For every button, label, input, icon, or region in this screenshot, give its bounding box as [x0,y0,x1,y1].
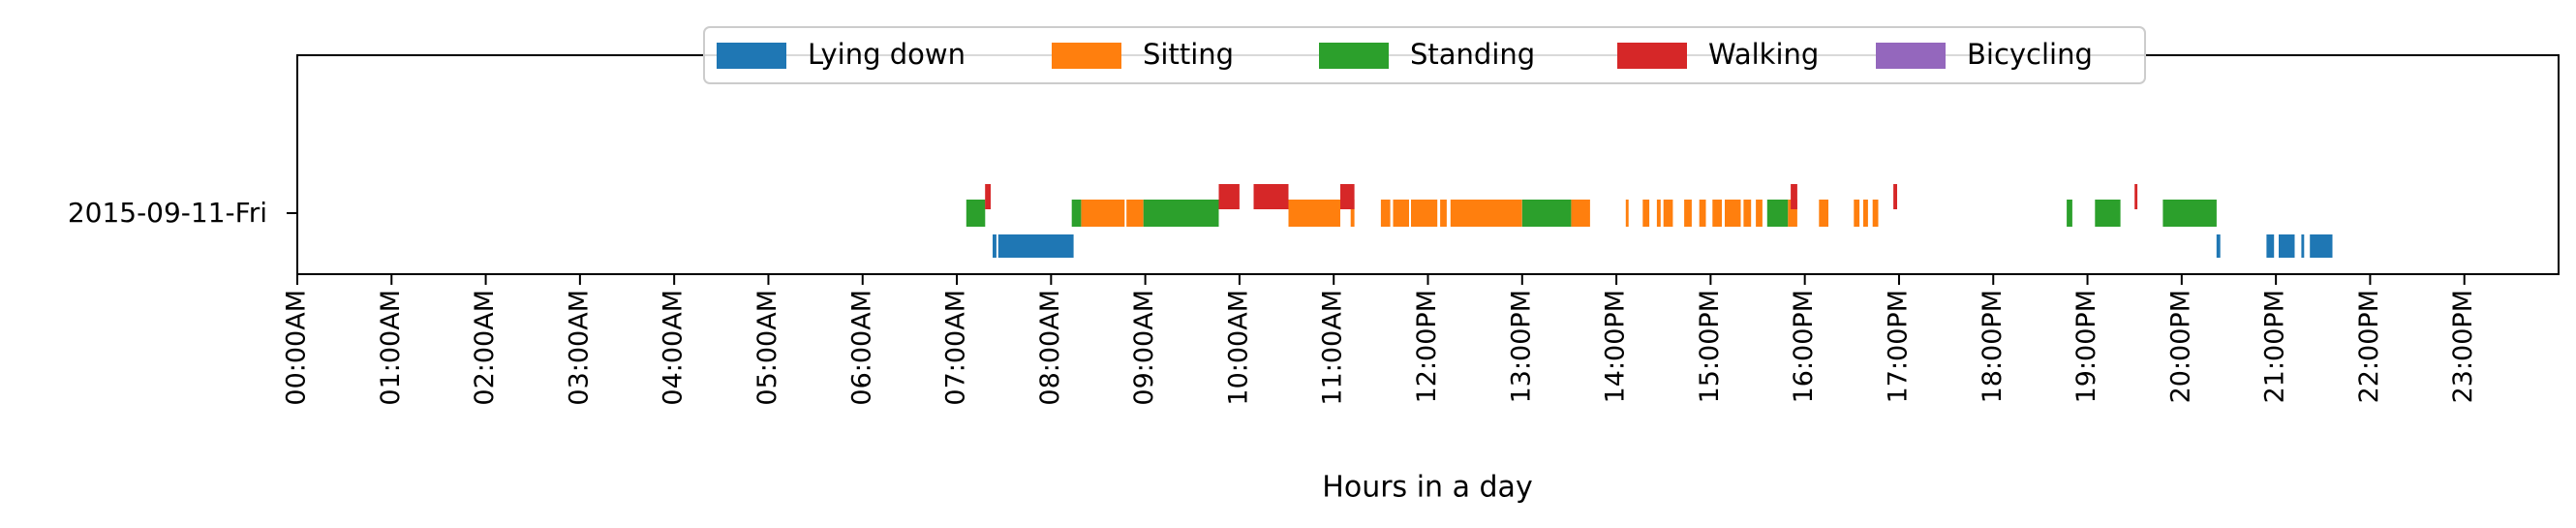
bar-lying-down-5 [2301,234,2305,258]
legend: Lying down Sitting Standing Walking Bicyclin… [703,26,2146,84]
bar-sitting-10 [1625,200,1629,227]
x-tick-label-11: 11:00AM [1318,290,1348,406]
legend-swatch [1052,43,1121,69]
bar-sitting-25 [1872,200,1879,227]
bar-walking-3 [1271,184,1289,209]
x-tick-label-10: 10:00AM [1223,290,1253,406]
x-tick-label-4: 04:00AM [659,290,689,406]
bar-walking-5 [1791,184,1797,209]
legend-item-lying-down: Lying down [717,38,966,71]
bar-sitting-23 [1854,200,1860,227]
bar-standing-7 [2162,200,2217,227]
bar-standing-5 [2067,200,2072,227]
bar-sitting-2 [1288,200,1340,227]
bar-walking-6 [1893,184,1897,209]
bar-walking-4 [1340,184,1355,209]
bar-sitting-8 [1450,200,1522,227]
legend-swatch [1319,43,1389,69]
bar-sitting-5 [1393,200,1409,227]
x-tick-label-2: 02:00AM [470,290,500,406]
bar-walking-0 [985,184,991,209]
bar-standing-0 [966,200,986,227]
legend-item-standing: Standing [1319,38,1535,71]
legend-item-bicycling: Bicycling [1876,38,2093,71]
bar-sitting-11 [1642,200,1650,227]
bar-sitting-17 [1725,200,1741,227]
bar-sitting-6 [1411,200,1438,227]
bar-lying-down-4 [2279,234,2295,258]
bar-sitting-21 [1788,200,1797,227]
legend-item-sitting: Sitting [1052,38,1234,71]
bar-sitting-19 [1756,200,1763,227]
x-tick-label-19: 19:00PM [2071,290,2101,403]
bars-layer [966,184,2333,258]
bar-lying-down-0 [993,234,997,258]
legend-item-walking: Walking [1617,38,1819,71]
legend-label: Walking [1708,38,1819,71]
bar-walking-7 [2134,184,2138,209]
legend-label: Bicycling [1967,38,2093,71]
bar-sitting-1 [1126,200,1144,227]
x-tick-label-3: 03:00AM [564,290,594,406]
bar-sitting-4 [1380,200,1391,227]
bar-sitting-14 [1684,200,1692,227]
x-tick-label-1: 01:00AM [376,290,406,406]
bar-sitting-3 [1350,200,1355,227]
bar-sitting-9 [1571,200,1590,227]
legend-label: Standing [1410,38,1535,71]
legend-label: Lying down [808,38,966,71]
bar-sitting-7 [1440,200,1447,227]
x-tick-label-0: 00:00AM [282,290,312,406]
bar-sitting-15 [1699,200,1706,227]
legend-swatch [1876,43,1946,69]
x-tick-label-20: 20:00PM [2165,290,2195,403]
bar-lying-down-3 [2266,234,2275,258]
bar-walking-1 [1218,184,1240,209]
bar-sitting-13 [1663,200,1673,227]
x-tick-label-8: 08:00AM [1035,290,1065,406]
x-tick-label-21: 21:00PM [2260,290,2290,403]
x-tick-label-13: 13:00PM [1506,290,1536,403]
x-tick-label-16: 16:00PM [1789,290,1819,403]
legend-swatch [1617,43,1687,69]
legend-items: Lying down Sitting Standing Walking Bicyclin… [717,38,2093,71]
bar-lying-down-1 [997,234,1074,258]
legend-label: Sitting [1143,38,1234,71]
x-tick-label-15: 15:00PM [1695,290,1725,403]
row-label: 2015-09-11-Fri [68,197,267,229]
bar-standing-2 [1143,200,1219,227]
bar-standing-4 [1766,200,1789,227]
x-tick-label-22: 22:00PM [2354,290,2384,403]
x-axis-label: Hours in a day [1322,471,1532,505]
bar-standing-1 [1071,200,1082,227]
bar-sitting-18 [1743,200,1752,227]
bar-sitting-12 [1656,200,1661,227]
x-tick-label-6: 06:00AM [846,290,876,406]
x-tick-label-5: 05:00AM [752,290,782,406]
x-tick-label-23: 23:00PM [2448,290,2478,403]
x-tick-label-9: 09:00AM [1129,290,1159,406]
bar-sitting-0 [1081,200,1125,227]
bar-sitting-22 [1819,200,1828,227]
legend-swatch [717,43,786,69]
bar-lying-down-2 [2216,234,2221,258]
legend-box [703,26,2146,84]
bar-walking-2 [1253,184,1271,209]
x-tick-label-18: 18:00PM [1978,290,2008,403]
ticks-layer: 00:00AM 01:00AM 02:00AM 03:00AM 04:00AM 05:00… [282,274,2478,406]
bar-lying-down-6 [2310,234,2333,258]
bar-sitting-16 [1712,200,1722,227]
x-tick-label-7: 07:00AM [941,290,971,406]
bar-standing-3 [1521,200,1572,227]
x-tick-label-17: 17:00PM [1883,290,1913,403]
x-tick-label-14: 14:00PM [1601,290,1631,403]
bar-sitting-24 [1863,200,1868,227]
x-tick-label-12: 12:00PM [1412,290,1442,403]
bar-standing-6 [2095,200,2121,227]
